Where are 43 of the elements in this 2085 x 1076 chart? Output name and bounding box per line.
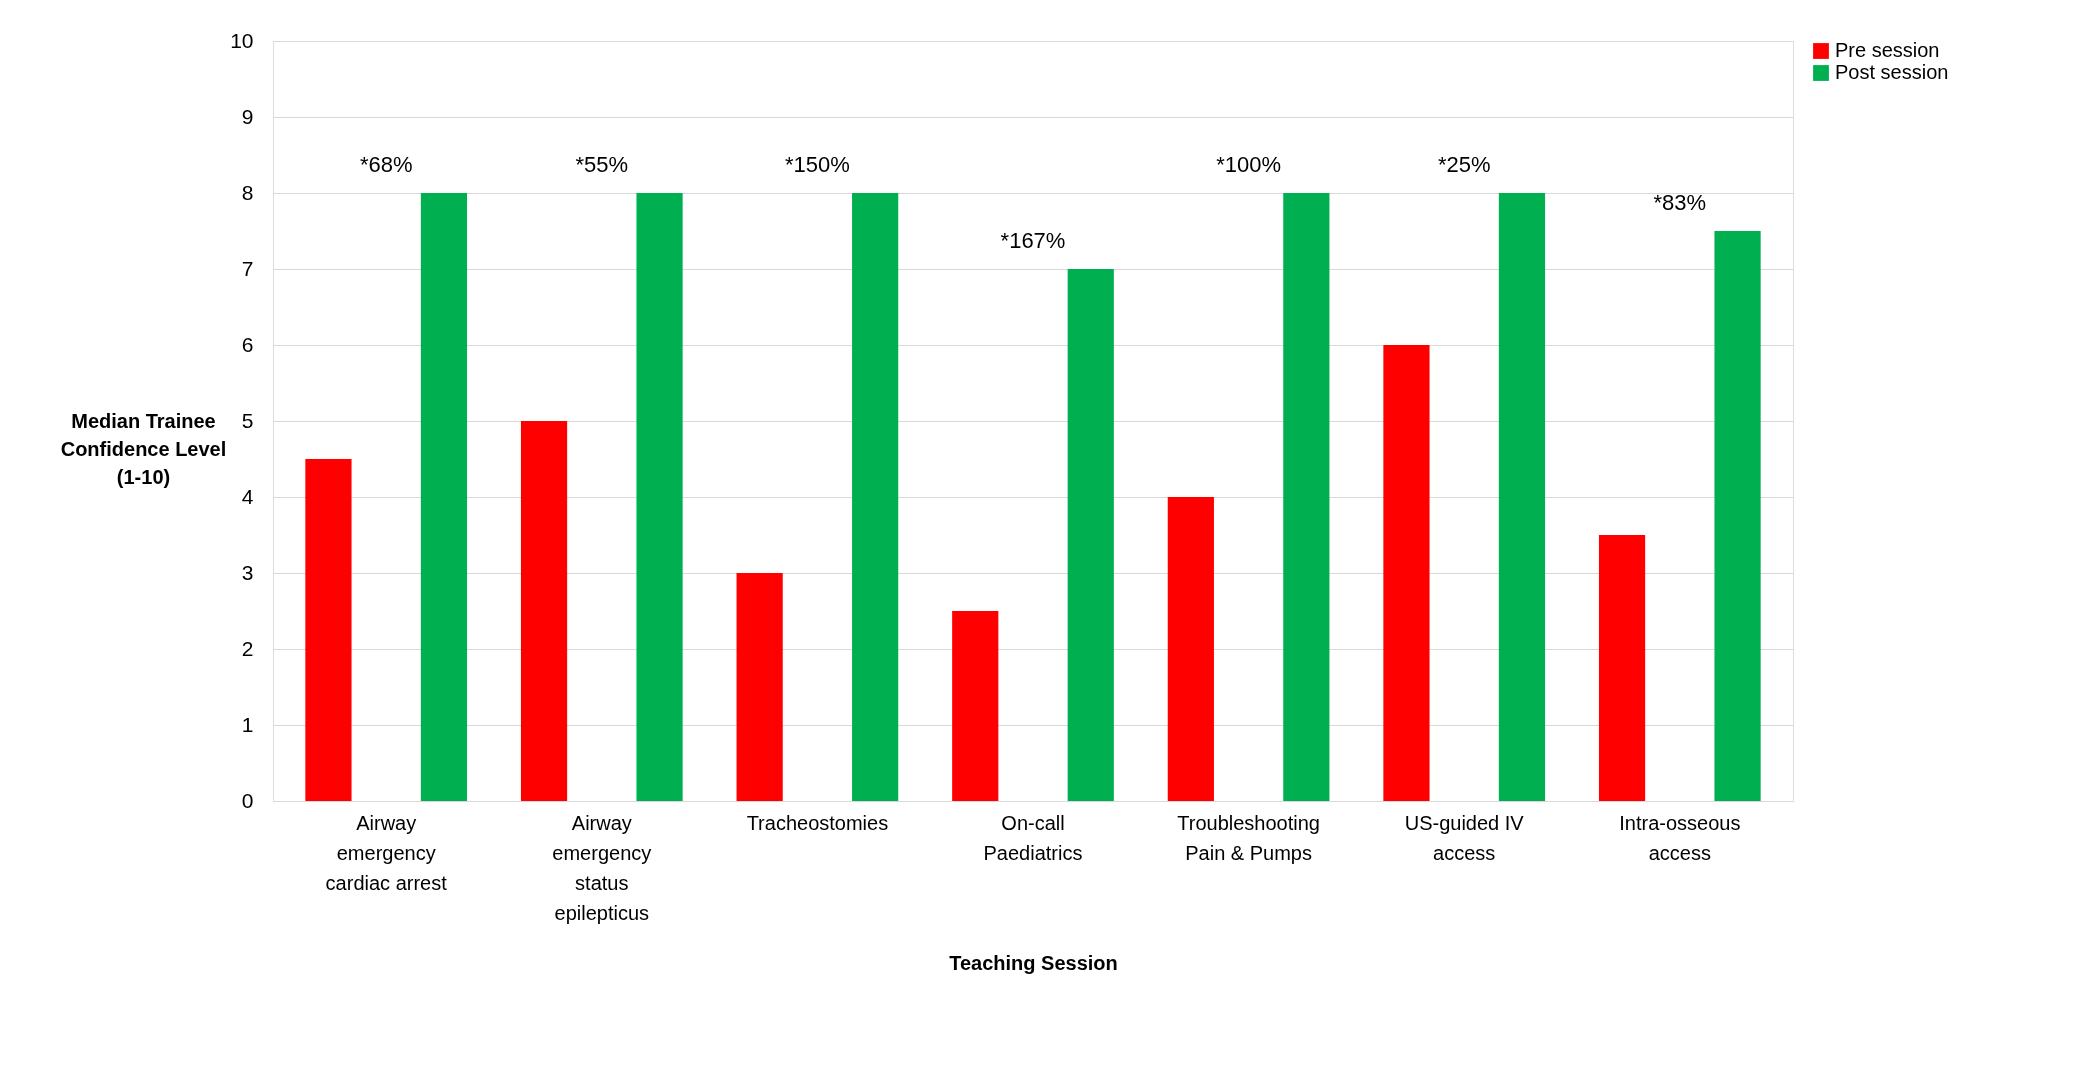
bar	[1714, 231, 1761, 801]
annotation: *55%	[575, 152, 629, 177]
y-tick-label: 2	[241, 636, 254, 660]
bar	[636, 193, 683, 801]
bar	[1283, 193, 1330, 801]
bar	[520, 421, 568, 801]
x-tick-label: On-call Paediatrics	[983, 811, 1083, 864]
legend-label: Pre session	[1835, 39, 1940, 61]
x-tick-label: Tracheostomies	[746, 811, 889, 834]
legend-label: Post session	[1835, 61, 1949, 83]
x-tick-label: Airway emergency status epilepticus	[552, 811, 652, 924]
bar	[852, 193, 899, 801]
annotation: *25%	[1437, 152, 1491, 177]
bar	[736, 573, 783, 801]
bar	[952, 611, 999, 801]
y-tick-label: 5	[241, 408, 254, 432]
bar	[1383, 345, 1430, 801]
y-tick-label: 10	[230, 28, 254, 52]
x-tick-label: Troubleshooting Pain & Pumps	[1177, 811, 1320, 864]
bar	[1067, 269, 1114, 801]
y-tick-label: 4	[241, 484, 254, 508]
x-axis-title: Teaching Session	[949, 951, 1118, 974]
bar	[1167, 497, 1214, 801]
bar	[1498, 193, 1546, 801]
y-tick-label: 7	[241, 256, 254, 280]
y-tick-label: 9	[241, 104, 254, 128]
bar	[1598, 535, 1646, 801]
x-tick-label: Intra-osseous access	[1619, 811, 1741, 864]
y-tick-label: 3	[241, 560, 254, 584]
y-tick-label: 0	[241, 788, 254, 812]
x-tick-label: US-guided IV access	[1404, 811, 1525, 864]
y-tick-label: 1	[241, 712, 254, 736]
x-tick-label: Airway emergency cardiac arrest	[325, 811, 448, 894]
bar	[420, 193, 468, 801]
bar	[305, 459, 352, 801]
y-axis-title: Median Trainee Confidence Level (1-10)	[60, 409, 227, 488]
annotation: *83%	[1653, 190, 1707, 215]
annotation: *150%	[784, 152, 850, 177]
annotation: *100%	[1216, 152, 1282, 177]
y-tick-label: 6	[241, 332, 254, 356]
annotation: *167%	[1000, 228, 1066, 253]
y-tick-label: 8	[241, 180, 254, 204]
annotation: *68%	[359, 152, 413, 177]
